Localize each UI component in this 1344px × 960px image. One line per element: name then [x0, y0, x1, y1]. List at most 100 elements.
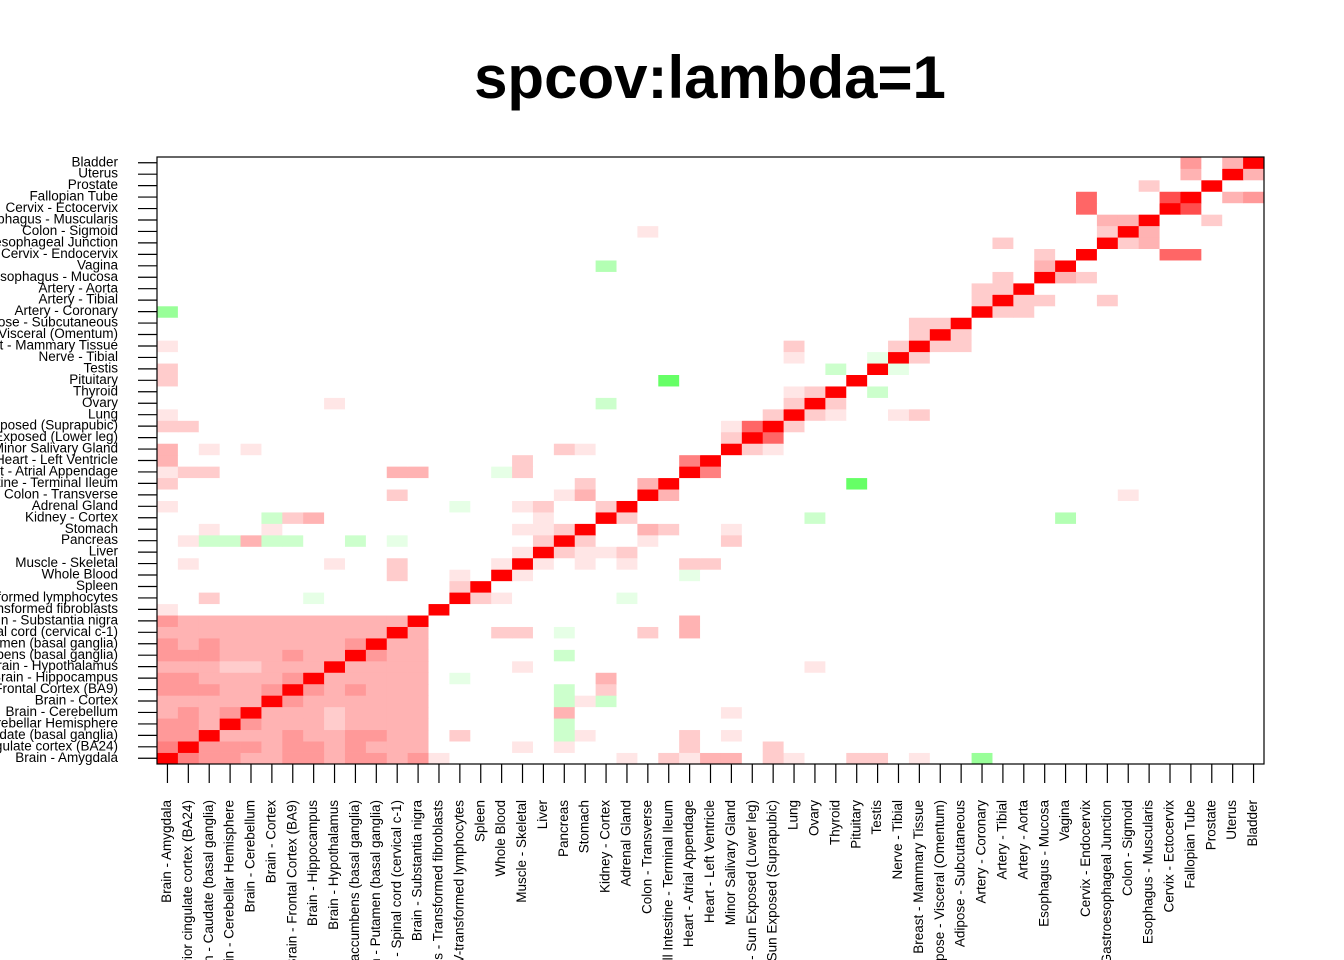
heatmap-cell	[240, 454, 262, 467]
heatmap-cell	[449, 282, 471, 295]
heatmap-cell	[971, 214, 993, 227]
heatmap-cell	[303, 397, 325, 410]
heatmap-cell	[428, 672, 450, 685]
heatmap-cell	[1013, 626, 1035, 639]
heatmap-cell	[386, 500, 409, 513]
heatmap-cell	[344, 214, 367, 227]
heatmap-cell	[282, 351, 304, 364]
heatmap-cell	[1222, 546, 1244, 559]
heatmap-cell	[157, 202, 179, 215]
heatmap-cell	[1013, 729, 1035, 742]
heatmap-cell	[679, 157, 701, 169]
heatmap-cell	[324, 248, 346, 261]
heatmap-cell	[888, 271, 910, 284]
heatmap-cell	[950, 271, 972, 284]
heatmap-cell	[574, 683, 597, 696]
heatmap-cell	[1055, 397, 1077, 410]
heatmap-cell	[658, 328, 680, 341]
heatmap-cell	[512, 420, 534, 433]
heatmap-cell	[365, 386, 388, 398]
heatmap-cell	[637, 500, 659, 513]
heatmap-cell	[1034, 672, 1056, 685]
heatmap-cell	[553, 443, 576, 456]
heatmap-cell	[365, 523, 388, 536]
heatmap-cell	[595, 431, 617, 444]
x-tick-label: Brain - Substantia nigra	[410, 800, 425, 942]
heatmap-cell	[720, 260, 743, 272]
heatmap-cell	[679, 282, 701, 295]
heatmap-cell	[1222, 557, 1244, 570]
heatmap-cell	[365, 718, 388, 731]
heatmap-cell	[720, 340, 743, 353]
heatmap-cell	[783, 615, 805, 627]
heatmap-cell	[1096, 202, 1119, 215]
heatmap-cell	[908, 638, 931, 650]
heatmap-cell	[637, 374, 659, 387]
heatmap-cell	[386, 683, 409, 696]
heatmap-cell	[365, 695, 388, 708]
heatmap-cell	[762, 557, 785, 570]
heatmap-cell	[449, 626, 471, 639]
heatmap-cell	[804, 752, 826, 765]
heatmap-cell	[574, 374, 597, 387]
heatmap-cell	[1034, 752, 1056, 765]
heatmap-cell	[386, 523, 409, 536]
heatmap-cell	[219, 649, 241, 662]
heatmap-cell	[344, 489, 367, 501]
heatmap-cell	[720, 752, 743, 765]
heatmap-cell	[553, 317, 576, 330]
heatmap-cell	[240, 397, 262, 410]
heatmap-cell	[1034, 214, 1056, 227]
heatmap-cell	[1055, 615, 1077, 627]
heatmap-cell	[1076, 408, 1098, 421]
heatmap-cell	[908, 191, 931, 204]
heatmap-cell	[1013, 386, 1035, 398]
heatmap-cell	[825, 397, 847, 410]
heatmap-cell	[219, 202, 241, 215]
heatmap-cell	[971, 580, 993, 593]
heatmap-cell	[1117, 374, 1140, 387]
heatmap-cell	[1096, 157, 1119, 169]
heatmap-cell	[971, 592, 993, 605]
heatmap-cell	[929, 328, 952, 341]
heatmap-cell	[825, 523, 847, 536]
heatmap-cell	[219, 741, 241, 753]
heatmap-cell	[1243, 695, 1265, 708]
heatmap-cell	[574, 695, 597, 708]
heatmap-cell	[512, 672, 534, 685]
heatmap-cell	[1243, 580, 1265, 593]
heatmap-cell	[303, 534, 325, 547]
heatmap-cell	[303, 523, 325, 536]
y-tick-label: Ovary	[82, 395, 118, 410]
heatmap-cell	[992, 431, 1014, 444]
heatmap-cell	[720, 420, 743, 433]
heatmap-cell	[324, 592, 346, 605]
heatmap-cell	[303, 157, 325, 169]
heatmap-cell	[261, 454, 283, 467]
heatmap-cell	[470, 523, 492, 536]
heatmap-cell	[512, 512, 534, 524]
heatmap-cell	[532, 603, 555, 616]
heatmap-cell	[908, 386, 931, 398]
heatmap-cell	[658, 168, 680, 181]
heatmap-cell	[1138, 660, 1160, 673]
heatmap-cell	[365, 179, 388, 192]
heatmap-cell	[762, 351, 785, 364]
y-tick-label: Liver	[89, 544, 119, 559]
heatmap-cell	[595, 534, 617, 547]
heatmap-cell	[491, 729, 513, 742]
heatmap-cell	[365, 157, 388, 169]
x-tick-label: Cells - Transformed fibroblasts	[431, 800, 446, 960]
heatmap-cell	[198, 305, 221, 318]
heatmap-cell	[971, 386, 993, 398]
heatmap-cell	[1034, 294, 1056, 307]
heatmap-cell	[1201, 638, 1223, 650]
heatmap-cell	[282, 512, 304, 524]
heatmap-cell	[700, 328, 722, 341]
heatmap-cell	[303, 191, 325, 204]
heatmap-cell	[1180, 649, 1202, 662]
heatmap-cell	[1117, 580, 1140, 593]
y-tick-label: Brain - Substantia nigra	[0, 612, 118, 627]
heatmap-cell	[324, 351, 346, 364]
heatmap-cell	[971, 638, 993, 650]
